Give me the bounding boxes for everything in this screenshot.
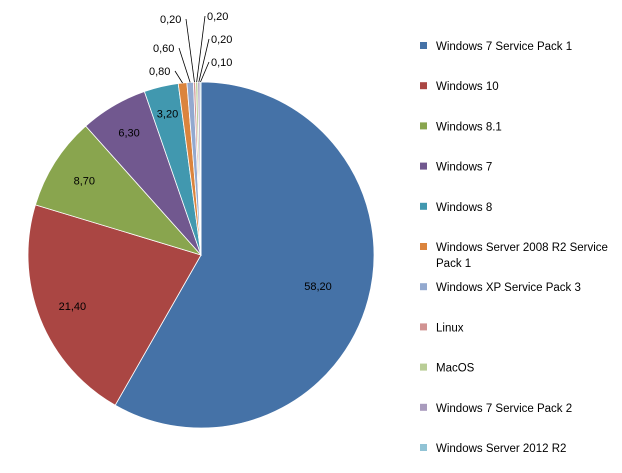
legend-swatch-windows-8 <box>420 202 427 210</box>
legend-swatch-windows-7 <box>420 162 427 170</box>
legend-swatch-macos <box>420 363 427 371</box>
slice-label-windows-10: 21,40 <box>59 301 87 313</box>
slice-labels: 58,20 21,40 8,70 6,30 3,20 0,80 0,60 0,20 0,20 0,… <box>59 11 332 313</box>
legend-label-windows-server-2012-r2: Windows Server 2012 R2 <box>436 443 566 455</box>
legend-item-windows-8-1: Windows 8.1 <box>420 121 502 133</box>
legend-label-windows-xp-service-pack-3: Windows XP Service Pack 3 <box>436 282 581 294</box>
slice-label-windows-7-service-pack-1: 58,20 <box>304 281 332 293</box>
slice-label-windows-xp-service-pack-3: 0,60 <box>153 43 174 55</box>
legend-item-macos: MacOS <box>420 363 475 375</box>
leader-line-macos <box>196 15 206 83</box>
slice-label-windows-7-service-pack-2: 0,20 <box>211 34 232 46</box>
legend-item-windows-7: Windows 7 <box>420 162 492 174</box>
legend-swatch-windows-server-2008-r2-service-pack-1 <box>420 243 427 250</box>
legend-label-windows-8: Windows 8 <box>436 202 492 214</box>
legend-swatch-windows-7-service-pack-1 <box>420 42 427 49</box>
pie-slices <box>27 81 375 429</box>
legend-swatch-windows-xp-service-pack-3 <box>420 283 427 291</box>
pie-slice-windows-10 <box>27 204 202 406</box>
legend-item-windows-server-2008-r2-service-pack-1: Windows Server 2008 R2 Service Pack 1 <box>420 242 608 270</box>
legend-item-windows-8: Windows 8 <box>420 202 492 214</box>
legend-swatch-windows-7-service-pack-2 <box>420 403 427 411</box>
legend-label-windows-server-2008-r2-service-pack-1-line-2: Pack 1 <box>436 258 471 270</box>
legend-item-windows-7-service-pack-1: Windows 7 Service Pack 1 <box>420 41 572 53</box>
slice-label-windows-8: 3,20 <box>157 109 178 121</box>
slice-label-linux: 0,20 <box>160 14 181 26</box>
leader-line-windows-7-service-pack-2 <box>198 38 210 83</box>
legend-swatch-linux <box>420 323 427 331</box>
leader-line-linux <box>185 18 195 83</box>
slice-label-windows-server-2008-r2-service-pack-1: 0,80 <box>149 66 170 78</box>
slice-label-macos: 0,20 <box>207 11 228 23</box>
legend-label-windows-7-service-pack-2: Windows 7 Service Pack 2 <box>436 403 572 415</box>
legend-swatch-windows-8-1 <box>420 122 427 130</box>
leader-lines <box>174 15 210 84</box>
legend-item-windows-7-service-pack-2: Windows 7 Service Pack 2 <box>420 403 572 415</box>
legend-label-windows-10: Windows 10 <box>436 81 499 93</box>
legend-swatch-windows-server-2012-r2 <box>420 444 427 451</box>
pie-slice-windows-server-2012-r2 <box>199 81 202 256</box>
legend-label-windows-8-1: Windows 8.1 <box>436 121 502 133</box>
leader-line-windows-xp-service-pack-3 <box>178 47 191 83</box>
legend-swatch-windows-10 <box>420 82 427 90</box>
legend-label-windows-7-service-pack-1: Windows 7 Service Pack 1 <box>436 41 572 53</box>
legend-item-linux: Linux <box>420 322 464 334</box>
legend-label-linux: Linux <box>436 322 464 334</box>
legend: Windows 7 Service Pack 1 Windows 10 Window… <box>420 41 608 455</box>
legend-label-macos: MacOS <box>436 363 475 375</box>
leader-line-windows-server-2012-r2 <box>200 61 210 83</box>
legend-item-windows-xp-service-pack-3: Windows XP Service Pack 3 <box>420 282 581 294</box>
pie-slice-windows-7-service-pack-1 <box>114 81 375 429</box>
slice-label-windows-8-1: 8,70 <box>74 176 95 188</box>
slice-label-windows-server-2012-r2: 0,10 <box>211 57 232 69</box>
slice-label-windows-7: 6,30 <box>118 128 139 140</box>
pie-slice-windows-8-1 <box>34 125 203 256</box>
legend-item-windows-server-2012-r2: Windows Server 2012 R2 <box>420 443 566 455</box>
legend-label-windows-server-2008-r2-service-pack-1: Windows Server 2008 R2 Service <box>436 242 608 254</box>
legend-item-windows-10: Windows 10 <box>420 81 499 93</box>
leader-line-windows-server-2008-r2-service-pack-1 <box>174 70 183 84</box>
legend-label-windows-7: Windows 7 <box>436 162 492 174</box>
